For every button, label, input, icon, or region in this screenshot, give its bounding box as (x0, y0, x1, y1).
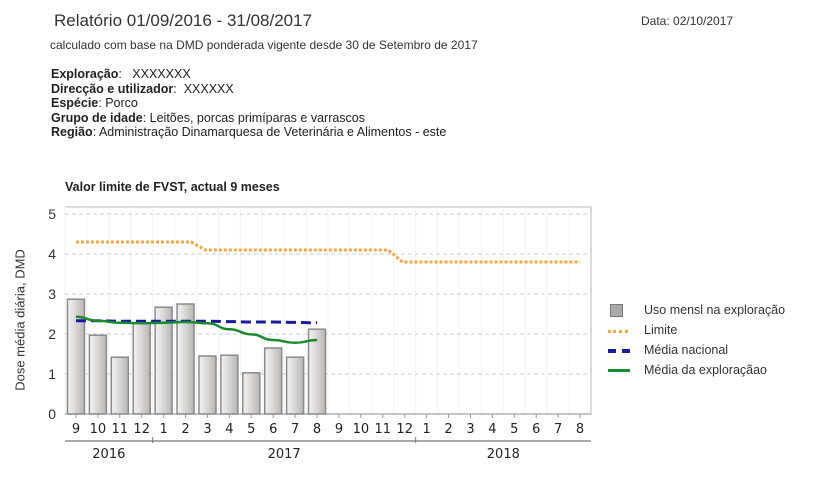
x-tick-label: 4 (225, 422, 233, 437)
info-label: Espécie (51, 96, 99, 111)
bar-monthly-use (285, 356, 305, 415)
solid-line-icon (608, 363, 630, 377)
x-tick-label: 10 (353, 422, 370, 437)
x-tick-label: 2 (444, 422, 452, 437)
info-value: Porco (105, 96, 138, 111)
year-label: 2017 (268, 447, 301, 462)
report-date: Data: 02/10/2017 (641, 14, 734, 28)
x-tick-label: 1 (159, 422, 167, 437)
info-value: Leitões, porcas primíparas e varrascos (149, 110, 366, 125)
legend-item-monthly-use: Uso mensl na exploração (608, 300, 785, 320)
info-row-species: Espécie: Porco (51, 96, 138, 111)
bar-monthly-use (132, 322, 151, 415)
bar-monthly-use (307, 328, 327, 415)
report-subtitle: calculado com base na DMD ponderada vige… (50, 38, 478, 52)
x-tick-label: 11 (375, 422, 392, 437)
limit-line (75, 240, 581, 264)
x-tick-label: 1 (422, 422, 430, 437)
info-value: XXXXXX (183, 81, 234, 96)
x-tick-label: 5 (510, 422, 518, 437)
info-label: Exploração (51, 67, 119, 81)
x-tick-label: 6 (269, 422, 277, 437)
legend-label: Limite (644, 323, 678, 337)
x-tick-label: 3 (466, 422, 474, 437)
x-tick-label: 4 (488, 422, 496, 437)
legend-label: Média da exploraçãao (644, 363, 767, 377)
chart-legend: Uso mensl na exploração Limite Média nac… (608, 300, 785, 380)
info-row-age-group: Grupo de idade: Leitões, porcas primípar… (51, 110, 366, 125)
info-row-region: Região: Administração Dinamarquesa de Ve… (51, 125, 447, 140)
x-tick-label: 11 (112, 422, 129, 437)
legend-item-national-average: Média nacional (608, 340, 785, 360)
y-tick-label: 5 (48, 206, 56, 222)
x-tick-label: 10 (90, 422, 107, 437)
y-tick-label: 0 (48, 406, 56, 422)
dotted-line-icon (608, 323, 630, 337)
x-tick-label: 9 (72, 422, 80, 437)
x-tick-label: 12 (396, 422, 413, 437)
legend-item-limit: Limite (608, 320, 785, 340)
bar-monthly-use (88, 334, 108, 415)
bar-monthly-use (242, 372, 261, 415)
x-tick-label: 9 (335, 422, 343, 437)
info-label: Direcção e utilizador (51, 81, 174, 96)
x-tick-label: 6 (532, 422, 540, 437)
legend-label: Média nacional (644, 343, 729, 357)
x-tick-label: 7 (291, 422, 299, 437)
info-row-farm: Exploração: XXXXXXX (51, 67, 191, 81)
info-row-user: Direcção e utilizador: XXXXXX (51, 81, 234, 96)
bar-monthly-use (220, 354, 239, 415)
info-value: XXXXXXX (132, 67, 191, 81)
report-title: Relatório 01/09/2016 - 31/08/2017 (54, 11, 313, 30)
legend-item-farm-average: Média da exploraçãao (608, 360, 785, 380)
y-tick-label: 3 (48, 286, 56, 302)
y-tick-label: 1 (48, 366, 56, 382)
y-tick-label: 4 (48, 246, 56, 262)
x-tick-label: 7 (554, 422, 562, 437)
info-label: Região (51, 125, 93, 140)
info-value: Administração Dinamarquesa de Veterinári… (98, 125, 447, 140)
dashed-line-icon (608, 343, 630, 357)
year-label: 2016 (92, 447, 125, 462)
chart-title: Valor limite de FVST, actual 9 meses (65, 180, 280, 194)
farm-average-line (75, 315, 318, 345)
bar-swatch-icon (610, 303, 623, 317)
x-tick-label: 5 (247, 422, 255, 437)
x-tick-label: 12 (133, 422, 150, 437)
y-tick-label: 2 (48, 326, 56, 342)
bar-monthly-use (110, 356, 130, 415)
x-tick-label: 3 (203, 422, 211, 437)
legend-label: Uso mensl na exploração (644, 303, 786, 317)
x-tick-label: 8 (313, 422, 321, 437)
x-tick-label: 2 (181, 422, 189, 437)
bar-monthly-use (263, 347, 283, 415)
info-label: Grupo de idade (51, 110, 143, 125)
year-label: 2018 (487, 447, 520, 462)
x-tick-label: 8 (576, 422, 584, 437)
bar-monthly-use (198, 355, 217, 415)
farm-info: Exploração: XXXXXXX Direcção e utilizado… (51, 67, 446, 140)
national-average-line (75, 319, 318, 325)
